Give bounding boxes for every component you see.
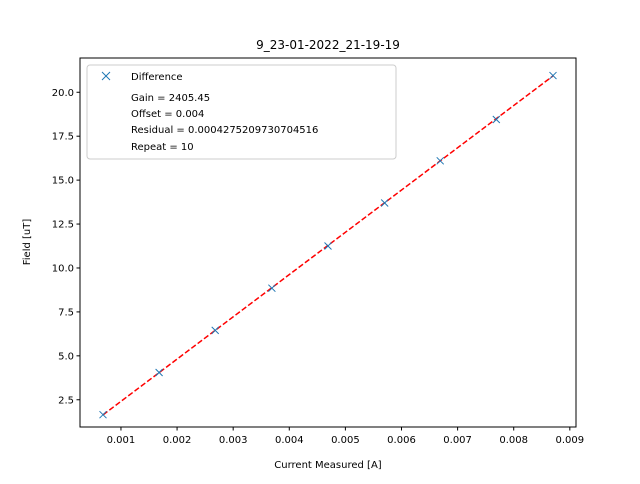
y-tick-label: 5.0 <box>58 351 74 362</box>
annotation-offset: Offset = 0.004 <box>131 109 204 120</box>
plot-area <box>99 71 557 419</box>
legend-entry-difference: Difference <box>131 72 183 83</box>
legend: Difference Gain = 2405.45 Offset = 0.004… <box>86 64 397 160</box>
x-tick-label: 0.008 <box>499 435 528 446</box>
chart-title: 9_23-01-2022_21-19-19 <box>256 38 400 52</box>
x-tick-label: 0.006 <box>387 435 416 446</box>
data-point <box>436 156 445 165</box>
annotation-gain: Gain = 2405.45 <box>131 93 210 104</box>
y-tick-label: 2.5 <box>58 395 74 406</box>
y-axis: 2.5 5.0 7.5 10.0 12.5 15.0 17.5 20.0 <box>52 88 80 406</box>
x-axis-label: Current Measured [A] <box>274 460 382 471</box>
data-point <box>549 71 557 80</box>
y-tick-label: 12.5 <box>52 220 74 231</box>
x-axis: 0.001 0.002 0.003 0.004 0.005 0.006 0.007 0.008… <box>107 427 585 446</box>
data-point <box>380 199 389 207</box>
y-axis-label: Field [uT] <box>22 219 33 266</box>
data-point <box>211 326 220 335</box>
y-tick-label: 15.0 <box>52 176 74 187</box>
x-tick-label: 0.007 <box>443 435 472 446</box>
y-tick-label: 20.0 <box>52 88 74 99</box>
x-tick-label: 0.005 <box>331 435 360 446</box>
y-tick-label: 17.5 <box>52 132 74 143</box>
data-point <box>268 284 276 293</box>
data-point <box>155 368 163 377</box>
legend-marker-x-icon <box>101 71 111 81</box>
annotation-residual: Residual = 0.0004275209730704516 <box>131 125 318 136</box>
y-tick-label: 7.5 <box>58 307 74 318</box>
axes-frame <box>79 57 577 428</box>
y-tick-label: 10.0 <box>52 263 74 274</box>
x-tick-label: 0.003 <box>219 435 248 446</box>
x-tick-label: 0.009 <box>556 435 585 446</box>
x-tick-label: 0.001 <box>107 435 136 446</box>
x-tick-label: 0.004 <box>275 435 304 446</box>
data-point <box>99 410 107 419</box>
x-tick-label: 0.002 <box>163 435 192 446</box>
legend-box <box>86 64 397 160</box>
data-point <box>492 115 501 124</box>
data-point <box>324 242 332 250</box>
annotation-repeat: Repeat = 10 <box>131 142 194 153</box>
